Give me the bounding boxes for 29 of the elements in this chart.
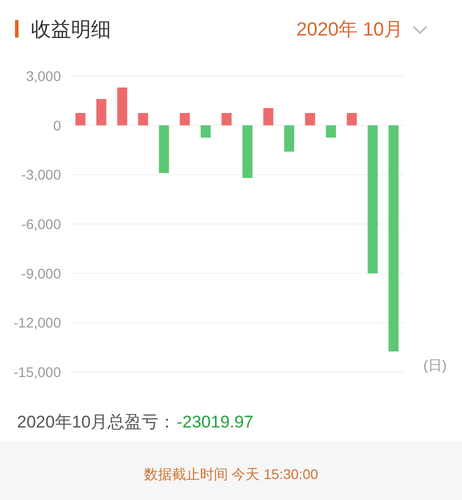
text: -23019.97 [176,412,254,432]
bar [284,125,294,152]
bar [242,125,252,178]
bar [96,99,106,126]
bar [368,125,378,274]
y-tick-label: -12,000 [14,314,62,331]
y-tick-label: 3,000 [26,68,62,84]
text: 2020年10月总盈亏： [17,412,176,432]
chart-subtitle: 2020年 10月 [296,20,403,40]
bar [180,113,190,126]
y-tick-label: -6,000 [21,216,62,232]
bar [222,113,232,126]
bar [75,113,86,126]
y-tick-label: -9,000 [21,265,62,282]
bar [117,88,128,126]
x-axis-title: (日) [423,357,447,373]
chart-title: 收益明细 [31,19,111,41]
y-tick-label: 0 [53,117,62,134]
y-tick-label: -15,000 [14,364,62,380]
bar [305,113,316,126]
bar [138,113,148,126]
bar [326,125,336,138]
bar [200,125,211,138]
bar [388,125,399,352]
bar [158,125,169,174]
bar [346,113,357,126]
bar [263,108,274,126]
y-tick-label: -3,000 [21,166,62,183]
text: 数据截止时间 今天 15:30:00 [144,466,318,482]
